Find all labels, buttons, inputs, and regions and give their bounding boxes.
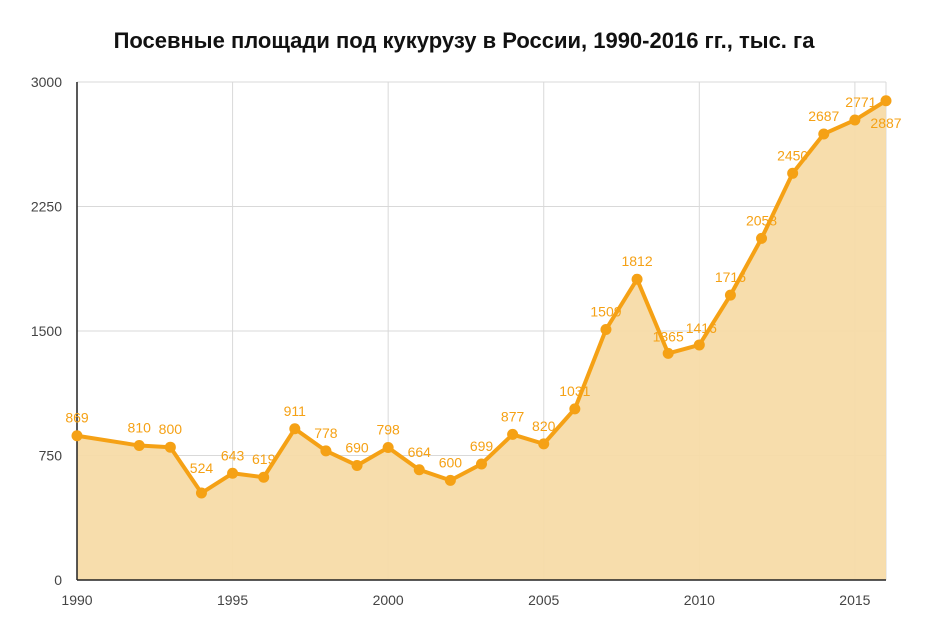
area-layer [77, 100, 886, 581]
data-label: 820 [532, 418, 556, 434]
data-label: 911 [284, 403, 307, 419]
data-point [258, 471, 270, 483]
axis-layer: 0 750 1500 2250 3000 1990 1995 2000 2005 2010 2015 [31, 74, 886, 608]
data-point [569, 403, 581, 415]
data-label: 524 [190, 460, 214, 476]
data-label: 600 [439, 454, 463, 470]
data-point [724, 289, 736, 301]
y-tick-label: 3000 [31, 74, 62, 90]
data-point [756, 232, 768, 244]
data-point [382, 442, 394, 454]
y-tick-label: 0 [54, 572, 62, 588]
data-label: 2687 [808, 108, 839, 124]
data-point [849, 114, 861, 126]
data-point [195, 487, 207, 499]
data-point [880, 95, 892, 107]
data-point [476, 458, 487, 470]
data-label: 2771 [845, 94, 876, 110]
data-label: 2450 [777, 147, 808, 163]
data-point [818, 128, 830, 140]
point-layer [71, 95, 892, 499]
data-label: 1365 [653, 328, 684, 344]
x-tick-label: 2005 [528, 592, 559, 608]
data-point [133, 440, 145, 452]
x-tick-label: 1995 [217, 592, 248, 608]
data-label: 2058 [746, 212, 777, 228]
y-tick-label: 750 [39, 448, 63, 464]
data-label: 699 [470, 438, 494, 454]
data-point [227, 467, 239, 479]
data-label: 798 [376, 422, 400, 438]
data-label: 877 [501, 408, 525, 424]
data-point [631, 273, 643, 285]
data-label: 643 [221, 447, 245, 463]
data-point [693, 339, 705, 351]
data-point [164, 441, 176, 453]
data-point [787, 167, 799, 179]
data-label: 619 [252, 451, 276, 467]
x-tick-label: 2000 [373, 592, 404, 608]
data-label: 2887 [870, 115, 901, 131]
data-label: 1031 [559, 383, 590, 399]
data-label: 1716 [715, 269, 746, 285]
data-point [600, 324, 612, 336]
data-label: 810 [128, 420, 152, 436]
y-tick-label: 1500 [31, 323, 62, 339]
data-label: 1812 [621, 253, 652, 269]
data-point [413, 464, 425, 476]
data-point [289, 423, 301, 435]
x-tick-label: 1990 [61, 592, 92, 608]
data-label: 1509 [590, 304, 621, 320]
data-point [71, 430, 83, 442]
data-point [351, 459, 363, 471]
y-tick-label: 2250 [31, 199, 62, 215]
data-label: 778 [314, 425, 338, 441]
data-point [507, 428, 519, 440]
label-layer: 869 810 800 524 643 619 911 778 690 798 664 600 699 8… [65, 94, 901, 476]
data-label: 800 [159, 421, 183, 437]
data-point [662, 347, 674, 359]
data-label: 1416 [686, 320, 717, 336]
area-fill [77, 100, 886, 581]
data-label: 664 [408, 444, 432, 460]
data-label: 869 [65, 410, 89, 426]
data-point [538, 438, 550, 450]
x-tick-label: 2010 [684, 592, 715, 608]
x-tick-label: 2015 [839, 592, 870, 608]
data-point [444, 474, 456, 486]
data-point [320, 445, 332, 457]
data-label: 690 [345, 439, 369, 455]
chart-title: Посевные площади под кукурузу в России, … [113, 28, 815, 53]
